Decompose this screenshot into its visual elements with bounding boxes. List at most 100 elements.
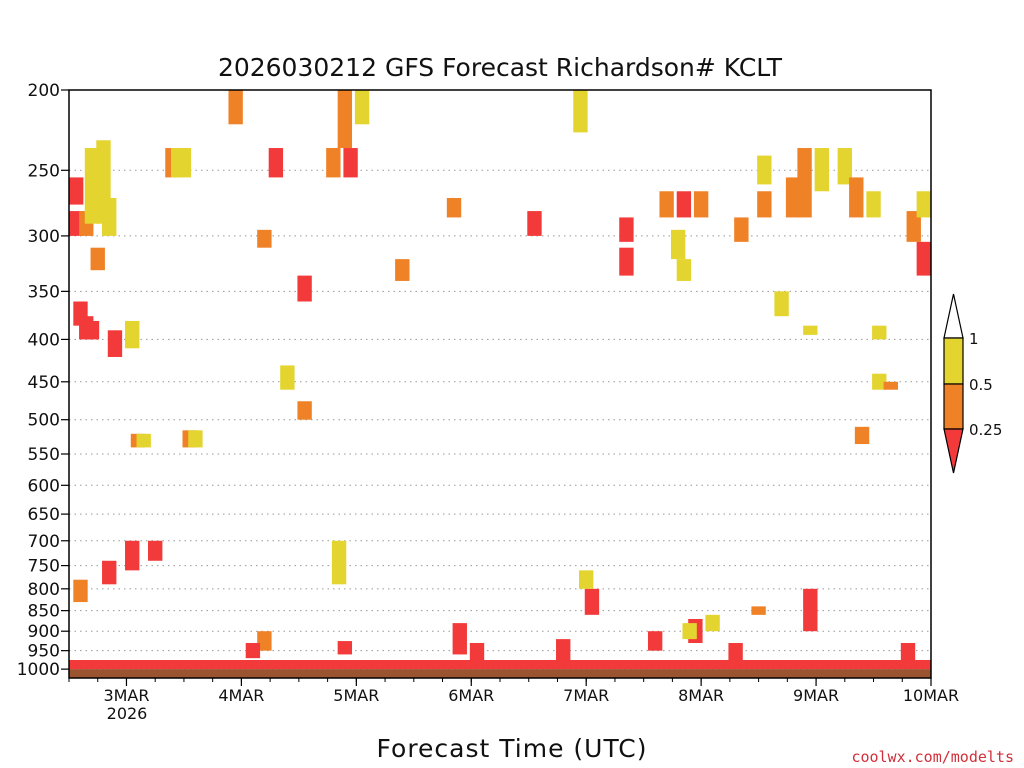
y-tick-label: 400	[28, 330, 60, 350]
y-tick-label: 950	[28, 642, 60, 662]
ri-cell	[682, 623, 697, 640]
ri-cell	[797, 148, 812, 218]
y-tick-label: 1000	[17, 660, 60, 680]
ri-cell	[785, 177, 801, 218]
y-tick-label: 900	[28, 622, 60, 642]
ri-cell	[102, 560, 117, 585]
ri-cell	[326, 148, 341, 178]
ri-cell	[916, 241, 931, 276]
ri-cell	[556, 639, 571, 664]
ri-cell	[125, 540, 140, 571]
ri-cell	[176, 148, 192, 178]
legend-label: 0.25	[969, 421, 1002, 439]
ri-cell	[297, 401, 312, 420]
legend-bottom-arrow	[943, 428, 964, 474]
watermark: coolwx.com/modelts	[851, 748, 1014, 766]
ri-cell	[619, 217, 634, 242]
ri-cell	[297, 275, 312, 302]
ri-cell	[803, 588, 818, 632]
ri-cell	[774, 291, 789, 317]
ri-cell	[331, 540, 347, 585]
ri-cell	[854, 426, 870, 445]
ri-cell	[866, 191, 881, 218]
ri-cell	[257, 229, 272, 248]
ri-cell	[337, 641, 353, 655]
ri-cell	[107, 330, 123, 357]
y-tick-label: 250	[28, 161, 60, 181]
y-tick-label: 600	[28, 476, 60, 496]
ri-cell	[705, 614, 720, 632]
ri-cell	[757, 155, 772, 185]
ri-cell	[837, 148, 852, 185]
legend-swatch	[943, 337, 964, 385]
ri-cell	[728, 643, 743, 662]
ri-cell	[659, 191, 674, 218]
surface-layer	[69, 660, 931, 678]
legend-label: 1	[969, 330, 979, 348]
ri-cell	[354, 90, 370, 125]
ri-cell	[900, 643, 916, 662]
ri-cell	[73, 579, 88, 603]
ri-cell	[84, 148, 100, 224]
ri-cell	[883, 381, 898, 390]
ri-cell	[136, 433, 151, 448]
legend-label: 0.5	[969, 376, 993, 394]
ri-cell	[579, 570, 594, 589]
ground-fill	[69, 669, 931, 678]
ri-cell	[69, 177, 84, 205]
y-tick-label: 500	[28, 411, 60, 431]
ri-cell	[906, 211, 921, 242]
y-tick-label: 550	[28, 445, 60, 465]
y-tick-label: 850	[28, 602, 60, 622]
ri-cell	[469, 643, 485, 662]
x-tick-label: 9MAR	[793, 686, 839, 705]
y-tick-label: 700	[28, 532, 60, 552]
x-tick-label: 5MAR	[333, 686, 379, 705]
ri-cell	[245, 643, 261, 659]
ri-cell	[280, 365, 295, 390]
ri-cell	[90, 247, 105, 271]
ri-cell	[573, 90, 588, 133]
boundary-layer	[69, 660, 931, 670]
y-tick-label: 750	[28, 557, 60, 577]
ri-cell	[148, 540, 163, 561]
ri-cell	[647, 631, 663, 651]
ri-cell	[619, 247, 634, 276]
ri-cell	[849, 177, 864, 218]
ri-cell	[188, 430, 203, 448]
x-tick-label: 3MAR	[103, 686, 149, 705]
ri-cell	[872, 325, 887, 340]
ri-cell	[452, 623, 467, 655]
y-tick-label: 450	[28, 373, 60, 393]
ri-cell	[395, 259, 410, 281]
y-tick-label: 650	[28, 505, 60, 525]
x-tick-label: 8MAR	[678, 686, 724, 705]
ri-cell	[676, 191, 692, 218]
ri-cell	[343, 148, 358, 178]
x-axis-label: Forecast Time (UTC)	[377, 734, 648, 763]
y-axis: 200 250 300 350 400 450 500 550 600 650 700 750 8008…	[17, 81, 69, 680]
ri-cell	[125, 320, 140, 349]
legend-swatch	[943, 383, 964, 430]
ri-cell	[693, 191, 709, 218]
gridlines	[69, 169, 931, 670]
ri-cell	[676, 259, 692, 281]
legend-top-arrow	[943, 293, 964, 339]
ri-cell	[446, 197, 462, 218]
ri-cell	[803, 325, 818, 335]
chart-title: 2026030212 GFS Forecast Richardson# KCLT	[218, 53, 783, 82]
ri-cells	[69, 90, 931, 664]
ri-cell	[102, 197, 117, 236]
ri-cell	[872, 373, 887, 390]
ri-cell	[268, 148, 284, 178]
y-tick-label: 300	[28, 227, 60, 247]
year-label: 2026	[107, 704, 148, 723]
ri-cell	[916, 191, 931, 218]
ri-cell	[584, 588, 600, 615]
ri-cell	[257, 631, 272, 651]
y-tick-label: 800	[28, 580, 60, 600]
ri-cell	[757, 191, 772, 218]
x-axis: 3MAR 4MAR 5MAR 6MAR 7MAR 8MAR 9MAR 10MAR	[68, 678, 959, 705]
x-tick-label: 10MAR	[903, 686, 959, 705]
